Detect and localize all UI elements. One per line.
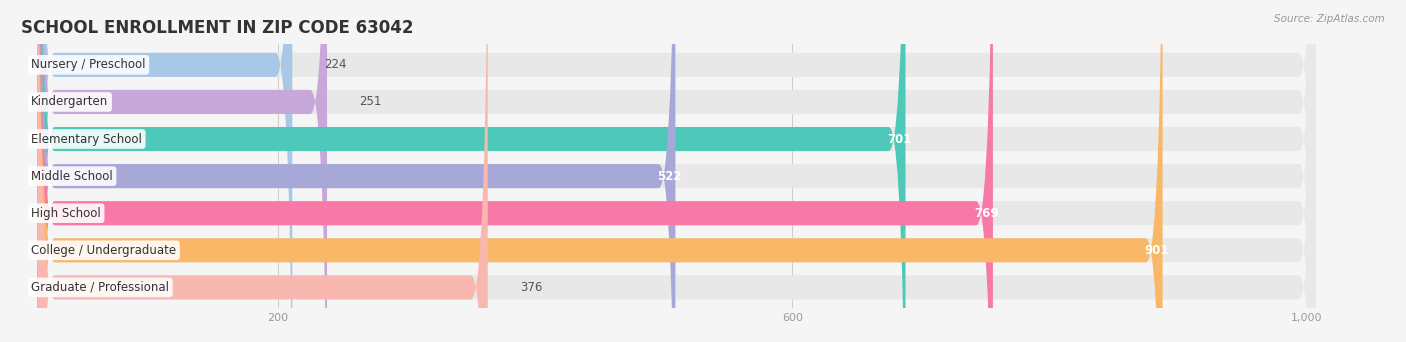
- FancyBboxPatch shape: [38, 0, 675, 342]
- Text: High School: High School: [31, 207, 101, 220]
- FancyBboxPatch shape: [38, 0, 1316, 342]
- FancyBboxPatch shape: [38, 0, 328, 342]
- Text: 224: 224: [325, 58, 347, 71]
- FancyBboxPatch shape: [38, 0, 1316, 342]
- FancyBboxPatch shape: [38, 0, 1316, 342]
- Text: Source: ZipAtlas.com: Source: ZipAtlas.com: [1274, 14, 1385, 24]
- Text: Middle School: Middle School: [31, 170, 112, 183]
- FancyBboxPatch shape: [38, 0, 1316, 342]
- Text: 522: 522: [658, 170, 682, 183]
- Text: 251: 251: [359, 95, 381, 108]
- Text: Kindergarten: Kindergarten: [31, 95, 108, 108]
- Text: Graduate / Professional: Graduate / Professional: [31, 281, 169, 294]
- FancyBboxPatch shape: [38, 0, 1316, 342]
- FancyBboxPatch shape: [38, 0, 1316, 342]
- Text: Elementary School: Elementary School: [31, 133, 142, 146]
- Text: 376: 376: [520, 281, 543, 294]
- FancyBboxPatch shape: [38, 0, 488, 342]
- Text: 701: 701: [887, 133, 912, 146]
- Text: 769: 769: [974, 207, 1000, 220]
- Text: Nursery / Preschool: Nursery / Preschool: [31, 58, 146, 71]
- FancyBboxPatch shape: [38, 0, 292, 342]
- Text: College / Undergraduate: College / Undergraduate: [31, 244, 177, 257]
- FancyBboxPatch shape: [38, 0, 1163, 342]
- FancyBboxPatch shape: [38, 0, 905, 342]
- FancyBboxPatch shape: [38, 0, 1316, 342]
- FancyBboxPatch shape: [38, 0, 993, 342]
- Text: 901: 901: [1144, 244, 1168, 257]
- Text: SCHOOL ENROLLMENT IN ZIP CODE 63042: SCHOOL ENROLLMENT IN ZIP CODE 63042: [21, 19, 413, 37]
